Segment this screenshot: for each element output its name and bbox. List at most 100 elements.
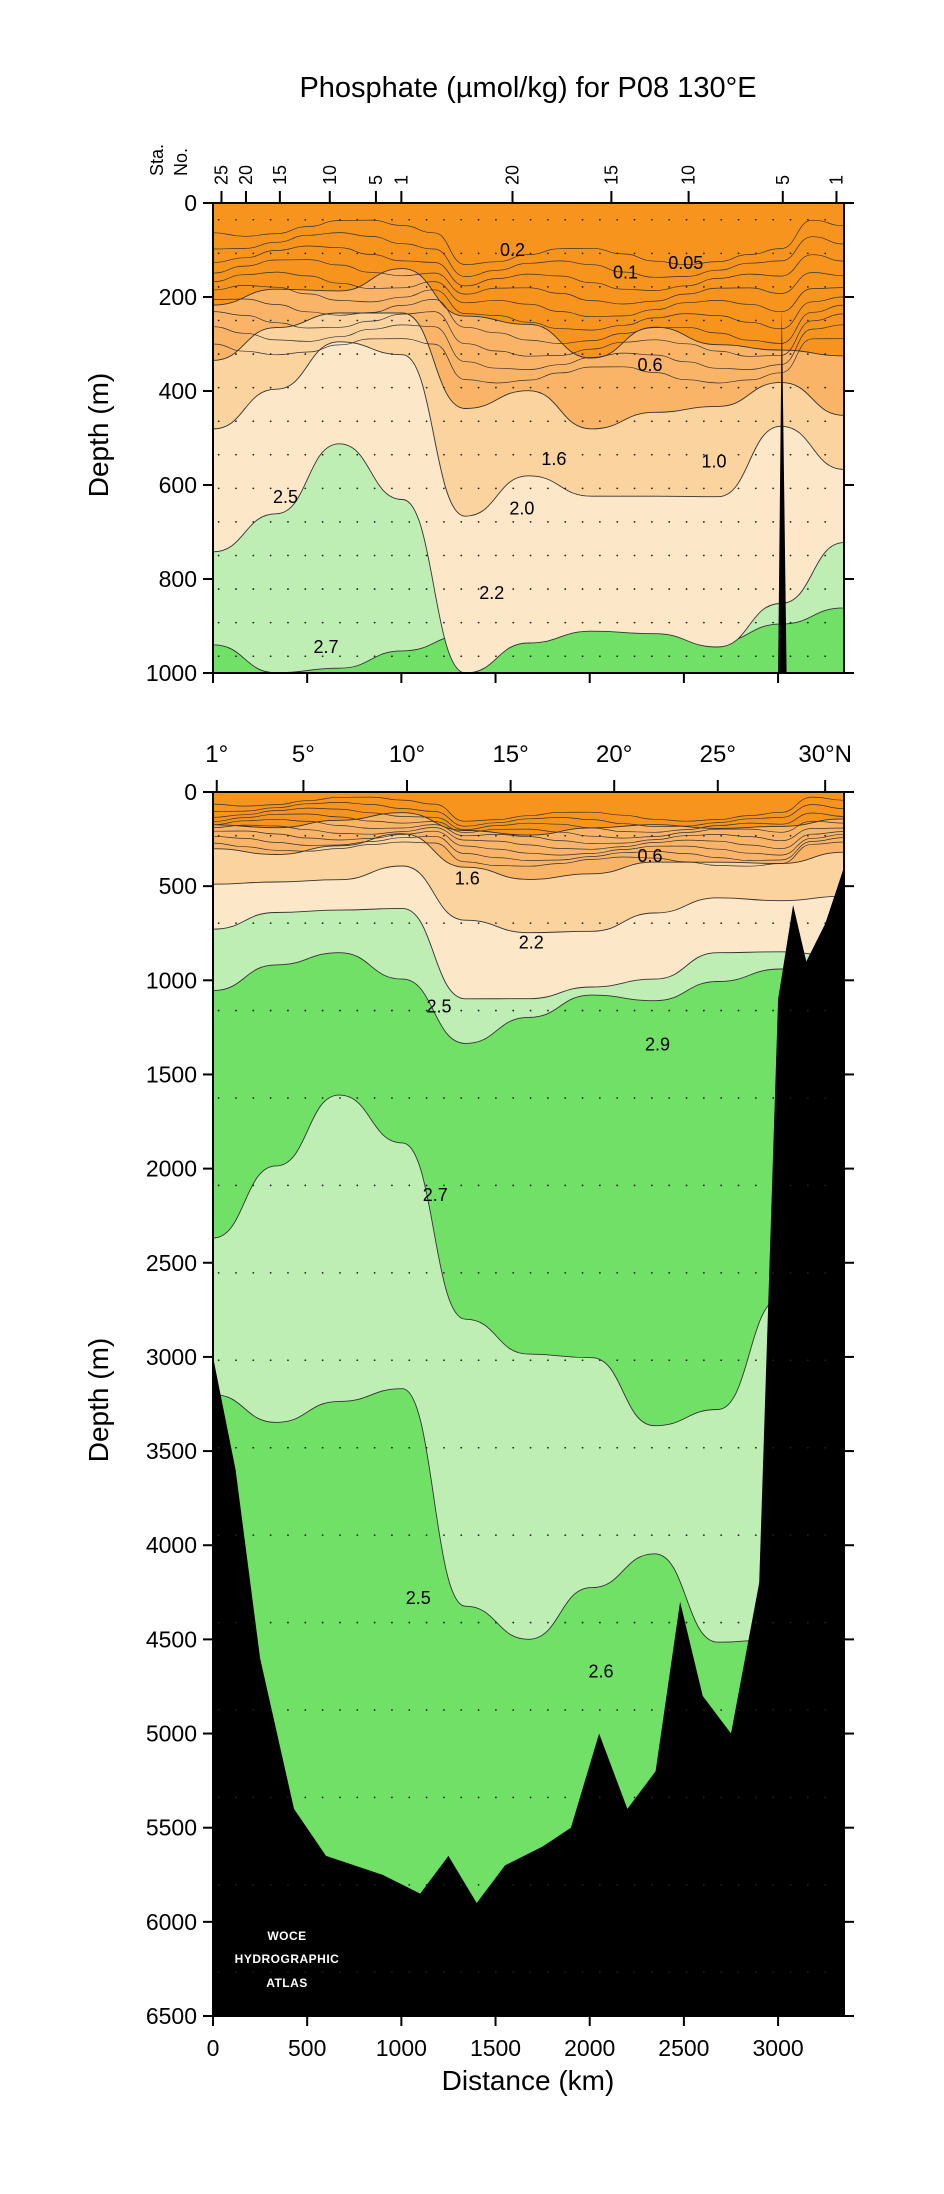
upper-sample-dot xyxy=(806,386,809,389)
upper-sample-dot xyxy=(425,319,428,322)
upper-sample-dot xyxy=(824,655,827,658)
latitude-tick-label: 10° xyxy=(389,741,425,768)
upper-sample-dot xyxy=(460,588,463,590)
lower-sample-dot xyxy=(408,1097,411,1099)
lower-sample-dot xyxy=(408,1009,411,1012)
lower-sample-dot xyxy=(598,1097,601,1099)
lower-sample-dot xyxy=(252,834,255,837)
upper-sample-dot xyxy=(685,319,688,322)
lower-contour-label: 1.6 xyxy=(455,869,480,889)
lower-sample-dot xyxy=(373,834,376,837)
lower-sample-dot xyxy=(737,1359,740,1362)
lower-sample-dot xyxy=(616,1534,619,1537)
upper-sample-dot xyxy=(598,252,601,255)
lower-sample-dot xyxy=(547,1796,549,1799)
lower-sample-dot xyxy=(373,1534,376,1537)
upper-sample-dot xyxy=(772,386,775,389)
upper-sample-dot xyxy=(425,252,428,255)
upper-sample-dot xyxy=(443,386,445,389)
lower-sample-dot xyxy=(391,1009,393,1012)
lower-sample-dot xyxy=(304,1621,307,1624)
lower-sample-dot xyxy=(564,1097,567,1099)
lower-sample-dot xyxy=(217,1184,220,1187)
lower-sample-dot xyxy=(495,1534,497,1537)
lower-sample-dot xyxy=(824,1971,827,1974)
station-tick-label: 1 xyxy=(826,175,846,185)
lower-sample-dot xyxy=(702,1009,705,1012)
lower-sample-dot xyxy=(321,1271,324,1274)
upper-sample-dot xyxy=(720,386,723,389)
lower-sample-dot xyxy=(668,1971,671,1974)
latitude-tick-label: 5° xyxy=(292,741,315,768)
lower-sample-dot xyxy=(235,834,237,837)
lower-sample-dot xyxy=(616,1271,619,1274)
lower-sample-dot xyxy=(252,922,255,925)
lower-sample-dot xyxy=(269,1534,272,1537)
lower-sample-dot xyxy=(685,1184,688,1187)
lower-sample-dot xyxy=(633,1883,636,1886)
upper-sample-dot xyxy=(737,453,740,456)
upper-sample-dot xyxy=(304,286,307,288)
upper-sample-dot xyxy=(529,554,532,557)
lower-sample-dot xyxy=(598,1971,601,1974)
lower-plot-frame xyxy=(212,791,845,2017)
upper-sample-dot xyxy=(650,353,653,355)
upper-sample-dot xyxy=(460,286,463,288)
upper-sample-dot xyxy=(616,621,619,624)
upper-sample-dot xyxy=(460,621,463,624)
x-tick-label: 1500 xyxy=(470,2035,521,2061)
upper-sample-dot xyxy=(581,420,584,423)
lower-sample-dot xyxy=(581,1097,584,1099)
lower-sample-dot xyxy=(443,1883,445,1886)
upper-y-tick-label: 400 xyxy=(159,378,197,404)
upper-sample-dot xyxy=(616,252,619,255)
upper-sample-dot xyxy=(391,621,393,624)
upper-sample-dot xyxy=(633,252,636,255)
upper-sample-dot xyxy=(391,554,393,557)
upper-sample-dot xyxy=(321,453,324,456)
upper-sample-dot xyxy=(547,655,549,658)
upper-sample-dot xyxy=(685,286,688,288)
upper-sample-dot xyxy=(252,453,255,456)
upper-sample-dot xyxy=(287,353,289,355)
upper-sample-dot xyxy=(443,286,445,288)
upper-sample-dot xyxy=(633,588,636,590)
upper-sample-dot xyxy=(598,386,601,389)
lower-sample-dot xyxy=(512,1097,515,1099)
upper-y-axis-label: Depth (m) xyxy=(83,373,114,497)
lower-sample-dot xyxy=(235,1446,237,1449)
lower-sample-dot xyxy=(737,1709,740,1711)
lower-sample-dot xyxy=(529,922,532,925)
upper-sample-dot xyxy=(373,319,376,322)
upper-sample-dot xyxy=(356,487,359,490)
lower-sample-dot xyxy=(564,1534,567,1537)
upper-sample-dot xyxy=(581,588,584,590)
upper-sample-dot xyxy=(408,588,411,590)
lower-sample-dot xyxy=(477,1446,480,1449)
upper-sample-dot xyxy=(616,319,619,322)
lower-y-tick-label: 6000 xyxy=(146,1909,197,1935)
upper-sample-dot xyxy=(321,319,324,322)
lower-sample-dot xyxy=(650,1796,653,1799)
lower-sample-dot xyxy=(304,1796,307,1799)
upper-sample-dot xyxy=(529,655,532,658)
lower-sample-dot xyxy=(287,1621,289,1624)
lower-sample-dot xyxy=(321,1446,324,1449)
upper-sample-dot xyxy=(772,521,775,523)
lower-sample-dot xyxy=(650,1883,653,1886)
upper-sample-dot xyxy=(217,420,220,423)
upper-sample-dot xyxy=(824,386,827,389)
lower-sample-dot xyxy=(754,1446,757,1449)
upper-sample-dot xyxy=(581,286,584,288)
lower-sample-dot xyxy=(806,1009,809,1012)
lower-sample-dot xyxy=(460,1971,463,1974)
upper-sample-dot xyxy=(287,655,289,658)
lower-sample-dot xyxy=(824,922,827,925)
lower-sample-dot xyxy=(529,834,532,837)
upper-sample-dot xyxy=(581,386,584,389)
upper-y-axis: 0 200 400 600 800 1000 xyxy=(146,190,854,686)
lower-contour-line xyxy=(213,796,844,822)
lower-contour-line xyxy=(213,807,844,833)
lower-sample-dot xyxy=(581,1534,584,1537)
lower-sample-dot xyxy=(668,834,671,837)
